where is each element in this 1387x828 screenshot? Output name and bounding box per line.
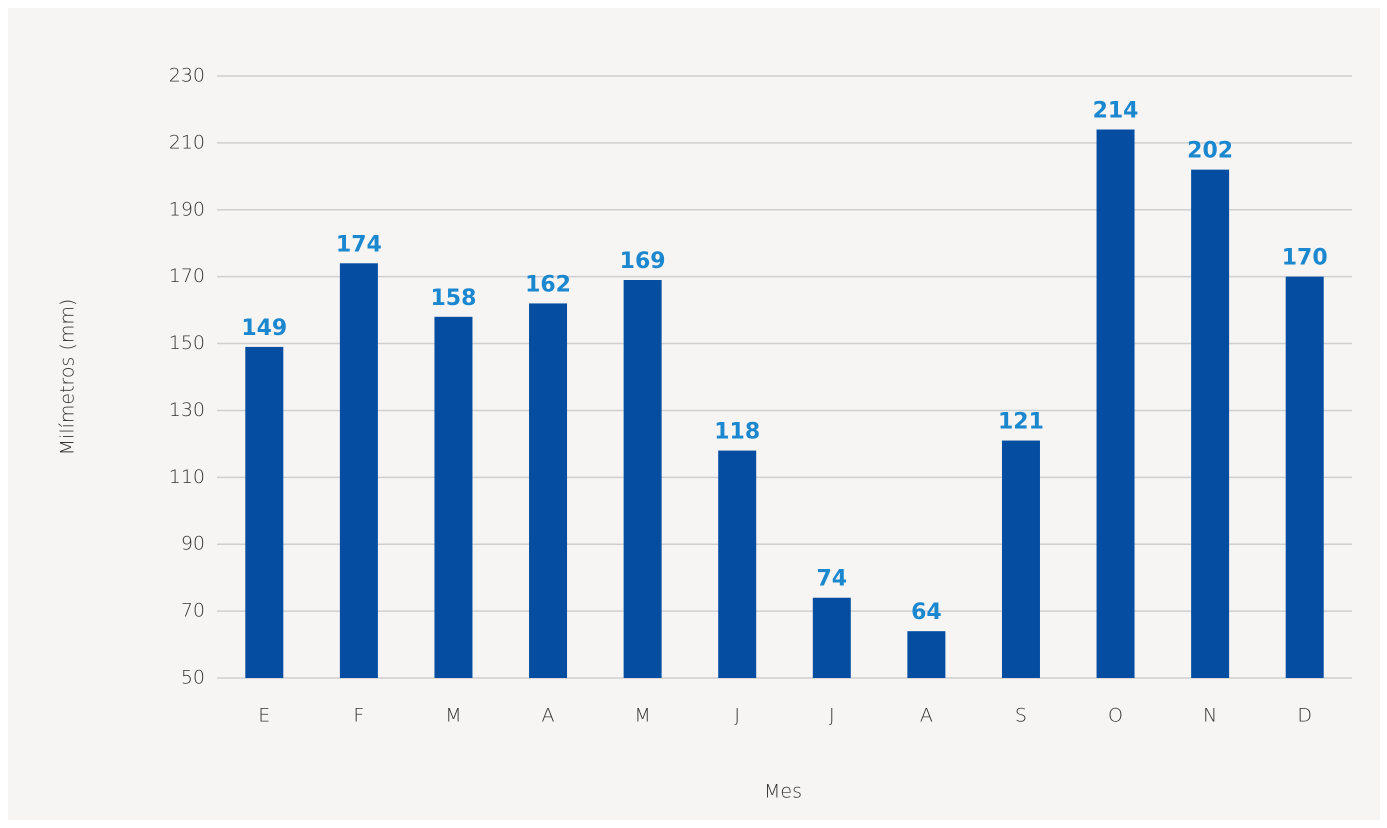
y-tick-label: 190	[169, 198, 205, 220]
bar	[812, 597, 851, 678]
y-tick-label: 150	[169, 332, 205, 354]
x-tick-label: A	[920, 705, 933, 727]
bar	[623, 280, 662, 678]
bar	[434, 316, 473, 678]
x-tick-label: S	[1015, 705, 1027, 727]
value-label: 214	[1093, 99, 1139, 124]
x-tick-label: J	[829, 705, 835, 727]
bar	[1285, 276, 1324, 678]
x-tick-label: E	[258, 705, 270, 727]
y-tick-label: 170	[169, 265, 205, 287]
y-tick-label: 230	[169, 65, 205, 87]
bar	[907, 631, 946, 678]
x-tick-label: N	[1203, 705, 1217, 727]
bar	[245, 346, 284, 678]
bar	[529, 303, 568, 678]
bar	[339, 263, 378, 678]
value-label: 169	[620, 249, 666, 274]
value-label: 118	[714, 420, 760, 445]
y-tick-label: 70	[181, 600, 205, 622]
value-label: 162	[525, 272, 571, 297]
y-tick-label: 90	[181, 533, 205, 555]
y-tick-label: 210	[169, 131, 205, 153]
y-tick-label: 110	[169, 466, 205, 488]
value-label: 64	[911, 600, 942, 625]
x-tick-label: F	[353, 705, 364, 727]
x-tick-label: D	[1297, 705, 1312, 727]
x-tick-label: M	[445, 705, 461, 727]
bar	[1096, 129, 1135, 678]
value-label: 170	[1282, 246, 1328, 271]
x-tick-label: M	[634, 705, 650, 727]
value-label: 74	[816, 567, 847, 592]
bar	[718, 450, 757, 678]
bar	[1191, 169, 1230, 678]
x-tick-label: O	[1108, 705, 1123, 727]
value-label: 202	[1187, 139, 1233, 164]
y-tick-label: 50	[181, 667, 205, 689]
value-label: 149	[241, 316, 287, 341]
x-axis-label: Mes	[764, 781, 802, 803]
value-label: 174	[336, 232, 382, 257]
y-axis-label: Milímetros (mm)	[57, 299, 79, 456]
chart-background	[8, 8, 1380, 820]
x-tick-label: A	[542, 705, 555, 727]
x-tick-label: J	[734, 705, 740, 727]
bar	[1001, 440, 1040, 678]
y-tick-label: 130	[169, 399, 205, 421]
value-label: 121	[998, 410, 1044, 435]
value-label: 158	[430, 286, 476, 311]
